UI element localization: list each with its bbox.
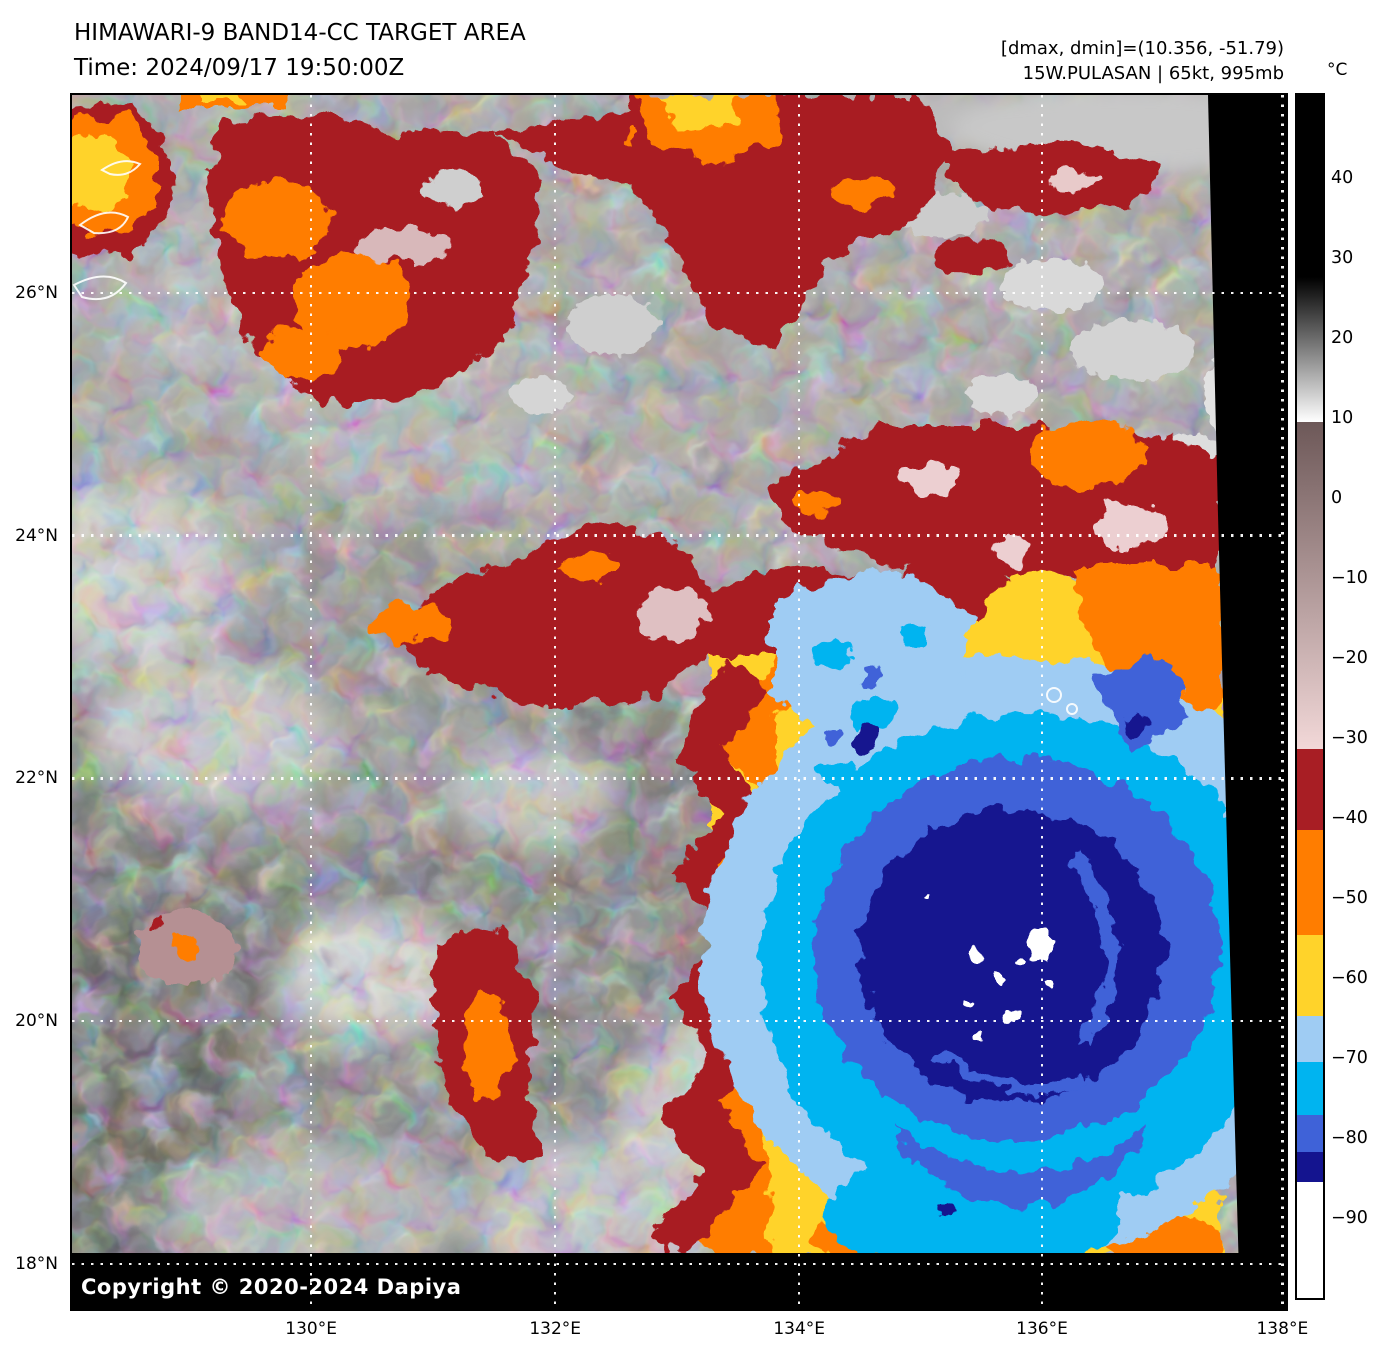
copyright-label: Copyright © 2020-2024 Dapiya (81, 1275, 462, 1299)
colorbar-tick-label: −10 (1331, 568, 1368, 588)
x-axis-labels: 130°E 132°E 134°E 136°E 138°E (72, 1319, 1308, 1343)
colorbar-tick-label: −60 (1331, 968, 1368, 988)
colorbar-tick-label: −50 (1331, 888, 1368, 908)
colorbar-segment (1297, 1115, 1323, 1153)
x-axis-tick-label: 134°E (773, 1319, 826, 1339)
y-axis-tick-label: 20°N (15, 1011, 58, 1032)
figure-title: HIMAWARI-9 BAND14-CC TARGET AREA Time: 20… (74, 16, 526, 86)
y-axis-tick-label: 24°N (15, 525, 58, 546)
x-axis-tick-label: 138°E (1256, 1319, 1309, 1339)
coastline-outlines (72, 160, 1078, 715)
colorbar-tick-label: 0 (1331, 488, 1343, 508)
x-axis-tick-label: 132°E (529, 1319, 582, 1339)
colorbar-segment (1297, 1152, 1323, 1183)
colorbar-tick-label: −80 (1331, 1128, 1368, 1148)
colorbar-unit-label: °C (1327, 60, 1348, 80)
colorbar-tick-label: −30 (1331, 728, 1368, 748)
typhoon-cloud-shield (702, 565, 1286, 1273)
title-line2: Time: 2024/09/17 19:50:00Z (74, 55, 405, 81)
y-axis-tick-label: 18°N (15, 1254, 58, 1275)
x-axis-tick-label: 136°E (1016, 1319, 1068, 1339)
colorbar-segment (1297, 1016, 1323, 1063)
colorbar-tick-label: −90 (1331, 1208, 1368, 1228)
colorbar-tick-label: 30 (1331, 248, 1354, 268)
colorbar-segment (1297, 1182, 1323, 1298)
satellite-image (72, 95, 1286, 1309)
colorbar-segment (1297, 422, 1323, 750)
y-axis-tick-label: 22°N (15, 768, 58, 789)
colorbar-segment (1297, 95, 1323, 277)
nodata-bottom-band (72, 1253, 1286, 1309)
storm-name-intensity-label: 15W.PULASAN | 65kt, 995mb (1022, 63, 1284, 84)
colorbar-segment (1297, 934, 1323, 1017)
nodata-right-strip (1208, 95, 1286, 1309)
title-line1: HIMAWARI-9 BAND14-CC TARGET AREA (74, 20, 526, 46)
colorbar-tick-label: 10 (1331, 408, 1354, 428)
colorbar-tick-label: −40 (1331, 808, 1368, 828)
colorbar-tick-label: −20 (1331, 648, 1368, 668)
colorbar-segment (1297, 749, 1323, 831)
dmax-dmin-label: [dmax, dmin]=(10.356, -51.79) (1000, 38, 1284, 59)
colorbar-segment (1297, 276, 1323, 423)
storm-annotation: [dmax, dmin]=(10.356, -51.79) 15W.PULASAN… (1001, 36, 1284, 86)
y-axis-tick-label: 26°N (15, 282, 58, 303)
x-axis-tick-label: 130°E (285, 1319, 338, 1339)
colorbar-segment (1297, 830, 1323, 935)
satellite-map: Copyright © 2020-2024 Dapiya (70, 93, 1288, 1311)
colorbar-segment (1297, 1062, 1323, 1116)
colorbar-tick-labels: 40 30 20 10 0 −10 −20 −30 −40 −50 −60 −70 −80 −90 (1331, 95, 1387, 1298)
colorbar-tick-label: 40 (1331, 168, 1354, 188)
colorbar-tick-label: −70 (1331, 1048, 1368, 1068)
colorbar-tick-label: 20 (1331, 328, 1354, 348)
y-axis-labels: 26°N 24°N 22°N 20°N 18°N (0, 95, 64, 1309)
temperature-colorbar (1295, 93, 1325, 1300)
